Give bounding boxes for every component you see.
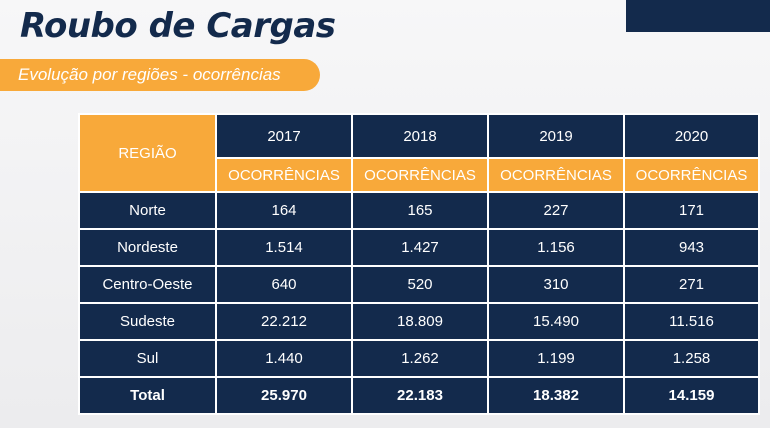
value-cell: 1.440	[215, 339, 353, 378]
year-header: 2018	[351, 113, 489, 159]
region-cell: Total	[78, 376, 217, 415]
value-cell: 15.490	[487, 302, 625, 341]
table-row: Centro-Oeste 640 520 310 271	[78, 265, 760, 304]
value-cell: 640	[215, 265, 353, 304]
page-title: Roubo de Cargas	[20, 6, 336, 46]
value-cell: 1.262	[351, 339, 489, 378]
page-subtitle: Evolução por regiões - ocorrências	[0, 59, 320, 91]
table-total-row: Total 25.970 22.183 18.382 14.159	[78, 376, 760, 415]
value-cell: 1.514	[215, 228, 353, 267]
occurrences-header: OCORRÊNCIAS	[623, 157, 760, 193]
total-cell: 22.183	[351, 376, 489, 415]
value-cell: 1.427	[351, 228, 489, 267]
value-cell: 22.212	[215, 302, 353, 341]
region-cell: Norte	[78, 191, 217, 230]
region-cell: Centro-Oeste	[78, 265, 217, 304]
year-header: 2020	[623, 113, 760, 159]
occurrences-header: OCORRÊNCIAS	[351, 157, 489, 193]
value-cell: 310	[487, 265, 625, 304]
table-row: Sul 1.440 1.262 1.199 1.258	[78, 339, 760, 378]
total-cell: 14.159	[623, 376, 760, 415]
corner-accent-bar	[626, 0, 770, 32]
value-cell: 520	[351, 265, 489, 304]
region-cell: Sudeste	[78, 302, 217, 341]
table-row: Norte 164 165 227 171	[78, 191, 760, 230]
region-cell: Nordeste	[78, 228, 217, 267]
cargo-theft-table: REGIÃO 2017 2018 2019 2020 OCORRÊNCIAS O…	[78, 113, 760, 415]
table-row: Sudeste 22.212 18.809 15.490 11.516	[78, 302, 760, 341]
table-row: Nordeste 1.514 1.427 1.156 943	[78, 228, 760, 267]
value-cell: 164	[215, 191, 353, 230]
value-cell: 18.809	[351, 302, 489, 341]
value-cell: 1.156	[487, 228, 625, 267]
table-header-row: REGIÃO 2017 2018 2019 2020	[78, 113, 760, 193]
year-header: 2019	[487, 113, 625, 159]
year-header: 2017	[215, 113, 353, 159]
total-cell: 25.970	[215, 376, 353, 415]
occurrences-header: OCORRÊNCIAS	[487, 157, 625, 193]
value-cell: 165	[351, 191, 489, 230]
region-cell: Sul	[78, 339, 217, 378]
value-cell: 227	[487, 191, 625, 230]
value-cell: 171	[623, 191, 760, 230]
table-subheader-row: OCORRÊNCIAS OCORRÊNCIAS OCORRÊNCIAS OCOR…	[79, 157, 760, 193]
occurrences-header: OCORRÊNCIAS	[215, 157, 353, 193]
value-cell: 1.258	[623, 339, 760, 378]
total-cell: 18.382	[487, 376, 625, 415]
value-cell: 1.199	[487, 339, 625, 378]
value-cell: 271	[623, 265, 760, 304]
region-header: REGIÃO	[78, 113, 217, 193]
value-cell: 943	[623, 228, 760, 267]
value-cell: 11.516	[623, 302, 760, 341]
